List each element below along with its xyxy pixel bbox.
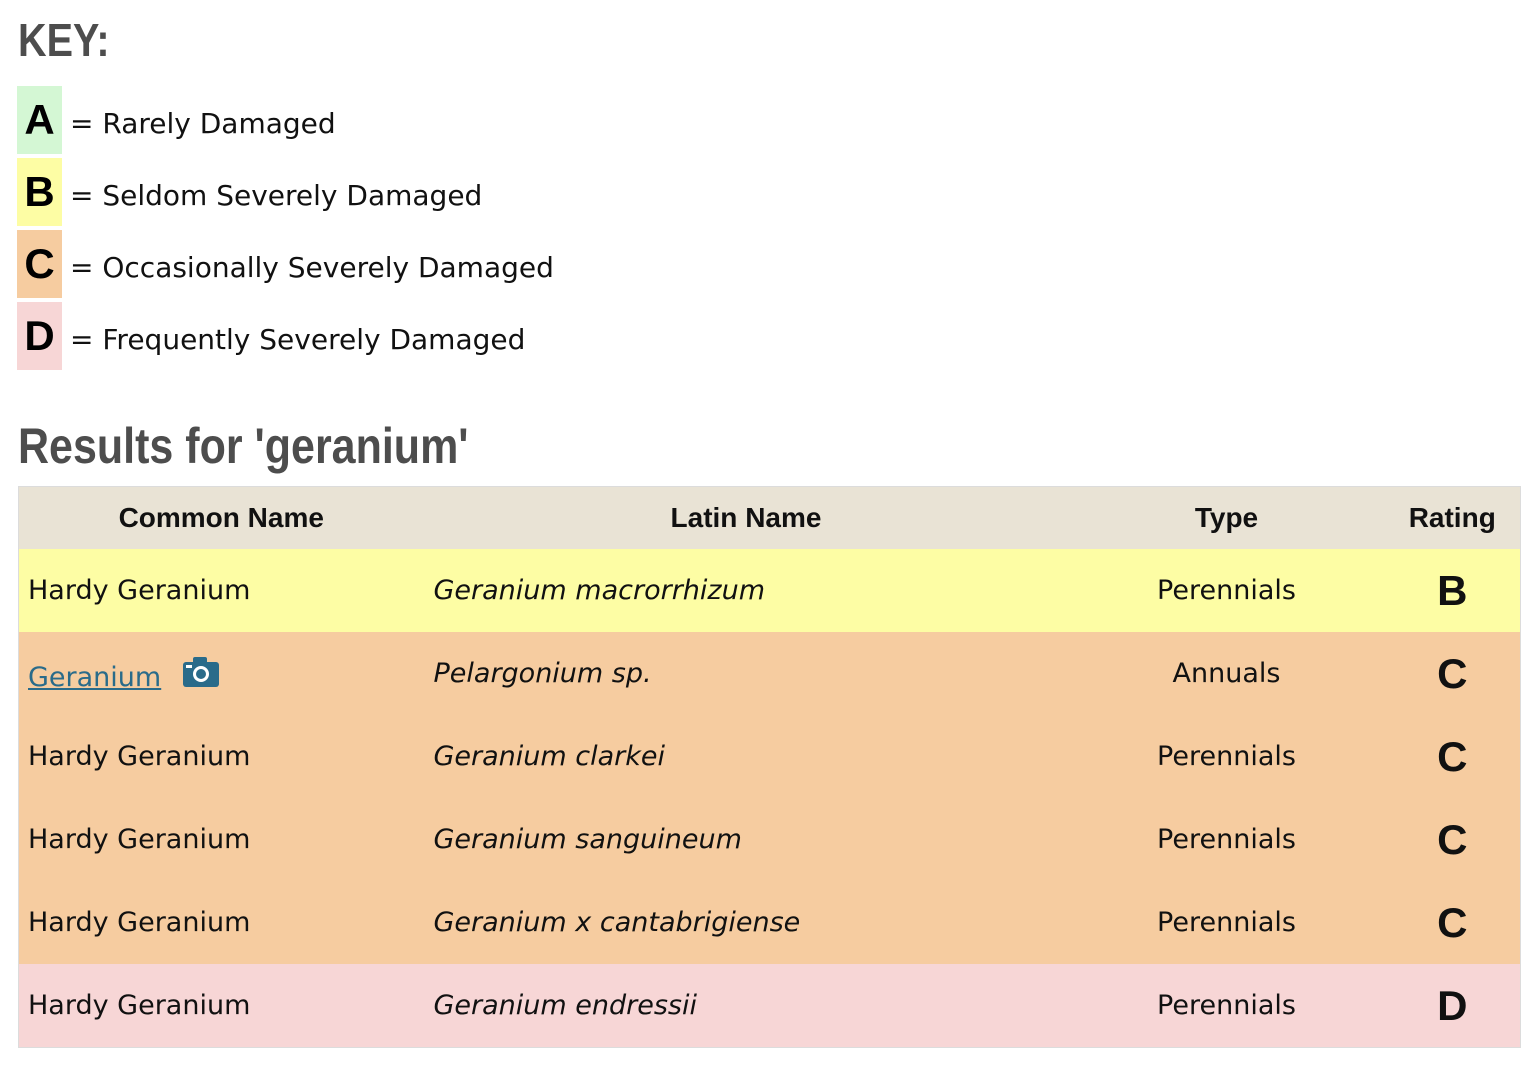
key-description: = Seldom Severely Damaged [70,178,483,212]
key-item-a: A = Rarely Damaged [17,86,554,154]
key-description: = Rarely Damaged [70,106,336,140]
type-cell: Perennials [1157,824,1296,855]
latin-name-cell: Pelargonium sp. [433,658,652,689]
camera-icon[interactable] [182,656,220,695]
rating-cell: D [1437,981,1468,1029]
column-header-type: Type [1068,486,1385,549]
plant-link-geranium[interactable]: Geranium [28,662,162,693]
table-row: Hardy Geranium Geranium macrorrhizum Per… [18,549,1521,632]
column-header-common-name: Common Name [18,486,424,549]
column-header-rating: Rating [1384,486,1521,549]
rating-cell: C [1437,649,1468,697]
key-letter: A [17,86,62,154]
camera-icon-svg [182,657,219,687]
table-header-row: Common Name Latin Name Type Rating [18,486,1521,549]
common-name-cell: Hardy Geranium [28,741,251,772]
key-letter: C [17,230,62,298]
common-name-cell: Hardy Geranium [28,990,251,1021]
rating-cell: C [1437,732,1468,780]
type-cell: Perennials [1157,907,1296,938]
key-item-d: D = Frequently Severely Damaged [17,302,554,370]
rating-cell: B [1437,566,1468,614]
latin-name-cell: Geranium sanguineum [433,824,742,855]
type-cell: Perennials [1157,575,1296,606]
common-name-cell: Hardy Geranium [28,575,251,606]
type-cell: Annuals [1172,658,1281,689]
rating-cell: C [1437,815,1468,863]
key-letter: D [17,302,62,370]
results-title: Results for 'geranium' [18,418,469,474]
common-name-cell: Hardy Geranium [28,824,251,855]
latin-name-cell: Geranium macrorrhizum [433,575,766,606]
table-row: Geranium Pelargonium sp. Annuals C [18,632,1521,715]
key-letter: B [17,158,62,226]
key-title: KEY: [18,14,110,66]
table-row: Hardy Geranium Geranium x cantabrigiense… [18,881,1521,964]
key-description: = Frequently Severely Damaged [70,322,526,356]
table-row: Hardy Geranium Geranium clarkei Perennia… [18,715,1521,798]
latin-name-cell: Geranium x cantabrigiense [433,907,801,938]
column-header-latin-name: Latin Name [423,486,1069,549]
table-row: Hardy Geranium Geranium endressii Perenn… [18,964,1521,1048]
key-description: = Occasionally Severely Damaged [70,250,554,284]
common-name-cell: Geranium [19,632,424,715]
results-table: Common Name Latin Name Type Rating Hardy… [18,486,1521,1048]
key-item-b: B = Seldom Severely Damaged [17,158,554,226]
latin-name-cell: Geranium clarkei [433,741,666,772]
table-row: Hardy Geranium Geranium sanguineum Peren… [18,798,1521,881]
latin-name-cell: Geranium endressii [433,990,698,1021]
key-item-c: C = Occasionally Severely Damaged [17,230,554,298]
common-name-cell: Hardy Geranium [28,907,251,938]
type-cell: Perennials [1157,990,1296,1021]
rating-cell: C [1437,898,1468,946]
type-cell: Perennials [1157,741,1296,772]
key-legend: A = Rarely Damaged B = Seldom Severely D… [17,86,554,374]
